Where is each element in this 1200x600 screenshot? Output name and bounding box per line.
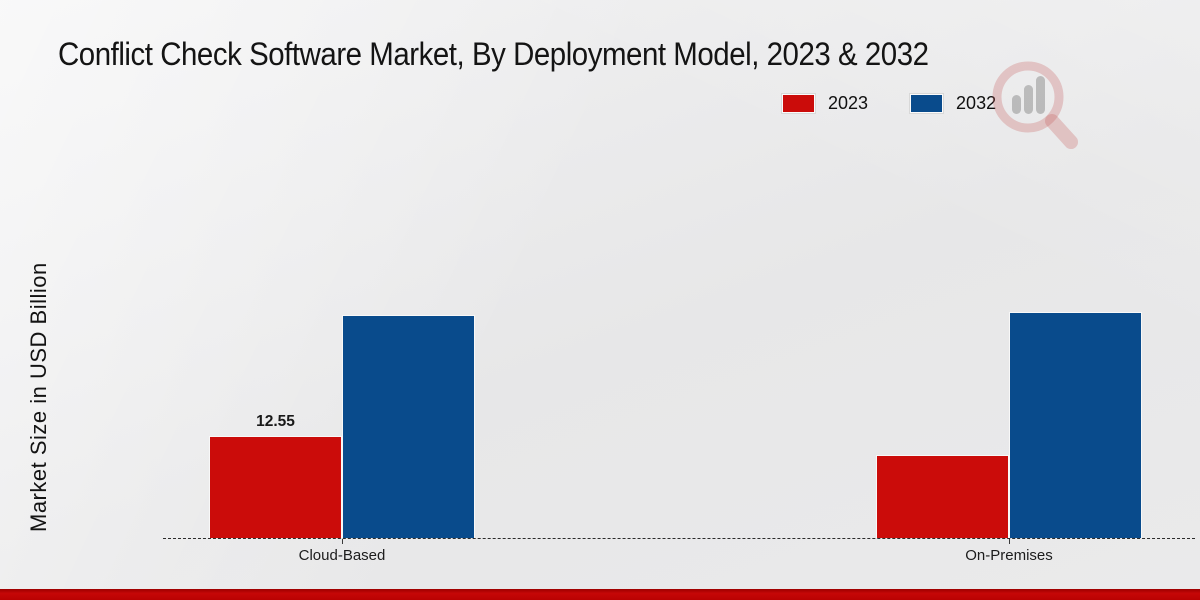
legend-swatch-2032-icon [910,94,944,113]
y-axis-label: Market Size in USD Billion [26,262,51,532]
bar-2023-on-premises [876,455,1009,538]
bar-value-label: 12.55 [256,413,295,430]
legend: 2023 2032 [782,93,996,114]
axis-tick [342,539,343,544]
x-axis-baseline [163,538,1195,539]
category-label-on-premises: On-Premises [965,547,1053,564]
bar-2023-cloud-based [209,436,342,538]
legend-item-2023: 2023 [782,93,868,114]
bar-2032-cloud-based [342,315,475,538]
chart-title: Conflict Check Software Market, By Deplo… [58,36,929,72]
legend-label-2032: 2032 [956,93,997,113]
legend-swatch-2023-icon [782,94,815,113]
legend-label-2023: 2023 [828,93,869,113]
legend-item-2032: 2032 [910,93,996,114]
category-label-cloud-based: Cloud-Based [298,547,386,564]
footer-accent-bar [0,589,1200,600]
magnifier-bar-chart-icon [992,61,1078,149]
bar-2032-on-premises [1009,312,1142,538]
axis-tick [1009,539,1010,544]
